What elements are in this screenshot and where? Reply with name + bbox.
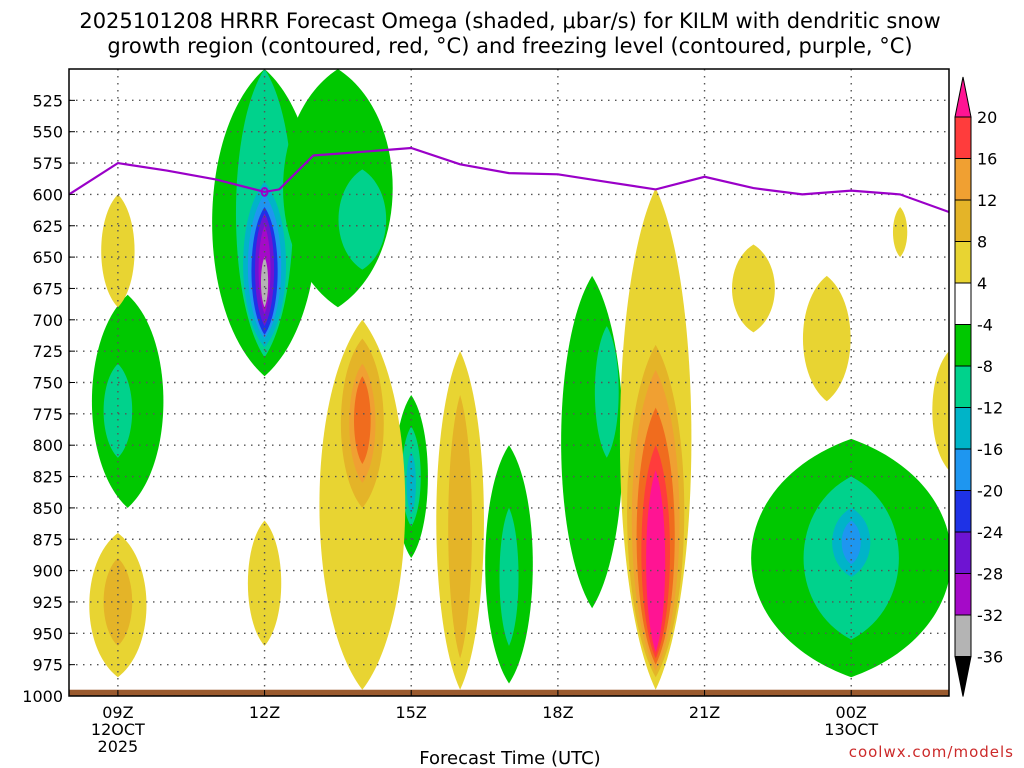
y-tick-label: 925 bbox=[32, 593, 63, 612]
y-tick-label: 950 bbox=[32, 624, 63, 643]
colorbar-label: 4 bbox=[977, 274, 987, 293]
colorbar-label: -32 bbox=[977, 606, 1003, 625]
ground-layer bbox=[69, 689, 949, 696]
colorbar-label: -28 bbox=[977, 565, 1003, 584]
colorbar-label: 16 bbox=[977, 150, 997, 169]
colorbar-label: 8 bbox=[977, 233, 987, 252]
omega-region-16 bbox=[594, 326, 619, 458]
y-tick-label: 625 bbox=[32, 217, 63, 236]
y-tick-label: 975 bbox=[32, 656, 63, 675]
x-tick-label: 12Z bbox=[249, 703, 280, 722]
y-tick-label: 650 bbox=[32, 248, 63, 267]
credit-link[interactable]: coolwx.com/models bbox=[849, 743, 1014, 761]
x-tick-label: 09Z bbox=[102, 703, 133, 722]
colorbar-box-4 bbox=[954, 282, 972, 325]
colorbar-box-1 bbox=[954, 158, 972, 201]
omega-region-41 bbox=[892, 206, 908, 258]
y-tick-label: 800 bbox=[32, 436, 63, 455]
colorbar-label: -8 bbox=[977, 357, 993, 376]
y-tick-label: 525 bbox=[32, 91, 63, 110]
colorbar-box-2 bbox=[954, 199, 972, 242]
y-tick-label: 900 bbox=[32, 562, 63, 581]
y-tick-label: 725 bbox=[32, 342, 63, 361]
colorbar-box-8 bbox=[954, 448, 972, 491]
omega-shading bbox=[89, 69, 949, 690]
colorbar-box-11 bbox=[954, 573, 972, 616]
colorbar-label: -16 bbox=[977, 440, 1003, 459]
x-tick-label: 00Z bbox=[836, 703, 867, 722]
omega-region-38 bbox=[646, 470, 666, 653]
x-tick-label: 15Z bbox=[396, 703, 427, 722]
y-tick-label: 600 bbox=[32, 185, 63, 204]
colorbar-label: -12 bbox=[977, 399, 1003, 418]
freezing-level-series bbox=[69, 146, 949, 214]
colorbar-box-7 bbox=[954, 407, 972, 450]
colorbar-box-top bbox=[954, 116, 972, 159]
x-tick-label: 12OCT bbox=[91, 720, 145, 739]
colorbar-label: 20 bbox=[977, 108, 997, 127]
freezing-level-marker bbox=[260, 186, 269, 197]
colorbar-label: -20 bbox=[977, 482, 1003, 501]
x-tick-label: 13OCT bbox=[824, 720, 878, 739]
omega-region-39 bbox=[731, 244, 775, 333]
y-tick-label: 575 bbox=[32, 154, 63, 173]
colorbar-box-6 bbox=[954, 365, 972, 408]
omega-region-11 bbox=[103, 363, 133, 458]
omega-region-26 bbox=[247, 520, 282, 646]
omega-region-7 bbox=[260, 257, 269, 308]
omega-region-30 bbox=[353, 376, 371, 465]
y-axis-ticks: 525 550 575 600 625 650 675 700 725 750 775 800 825 8… bbox=[22, 91, 75, 706]
colorbar-box-9 bbox=[954, 490, 972, 533]
y-tick-label: 875 bbox=[32, 530, 63, 549]
colorbar-label: -36 bbox=[977, 648, 1003, 667]
colorbar-box-10 bbox=[954, 531, 972, 574]
y-tick-label: 1000 bbox=[22, 687, 63, 706]
omega-region-23 bbox=[101, 194, 135, 308]
colorbar-bottom-extend bbox=[954, 656, 972, 697]
colorbar-box-12 bbox=[954, 614, 972, 657]
x-axis-label: Forecast Time (UTC) bbox=[419, 748, 600, 768]
omega-region-18 bbox=[499, 507, 519, 646]
omega-region-32 bbox=[448, 395, 473, 659]
x-tick-label: 21Z bbox=[689, 703, 720, 722]
colorbar-label: 12 bbox=[977, 191, 997, 210]
y-tick-label: 750 bbox=[32, 374, 63, 393]
omega-region-40 bbox=[802, 275, 851, 402]
omega-region-22 bbox=[841, 520, 861, 565]
y-tick-label: 700 bbox=[32, 311, 63, 330]
ground-surface bbox=[69, 689, 949, 696]
chart-title-line1: 2025101208 HRRR Forecast Omega (shaded, … bbox=[79, 9, 940, 33]
colorbar: 20 16 12 8 4 -4 -8 -12 -16 -20 -24 -28 -32 -36 bbox=[954, 76, 1003, 697]
x-tick-label: 2025 bbox=[98, 737, 139, 756]
colorbar-top-extend bbox=[954, 76, 972, 118]
y-tick-label: 775 bbox=[32, 405, 63, 424]
colorbar-box-5 bbox=[954, 324, 972, 367]
colorbar-label: -4 bbox=[977, 316, 993, 335]
y-tick-label: 825 bbox=[32, 468, 63, 487]
chart-title-line2: growth region (contoured, red, °C) and f… bbox=[107, 34, 912, 58]
colorbar-label: -24 bbox=[977, 523, 1003, 542]
omega-region-42 bbox=[932, 351, 949, 471]
freezing-level-line bbox=[69, 146, 949, 214]
y-tick-label: 675 bbox=[32, 279, 63, 298]
y-tick-label: 850 bbox=[32, 499, 63, 518]
colorbar-box-3 bbox=[954, 241, 972, 284]
x-tick-label: 18Z bbox=[542, 703, 573, 722]
y-tick-label: 550 bbox=[32, 123, 63, 142]
